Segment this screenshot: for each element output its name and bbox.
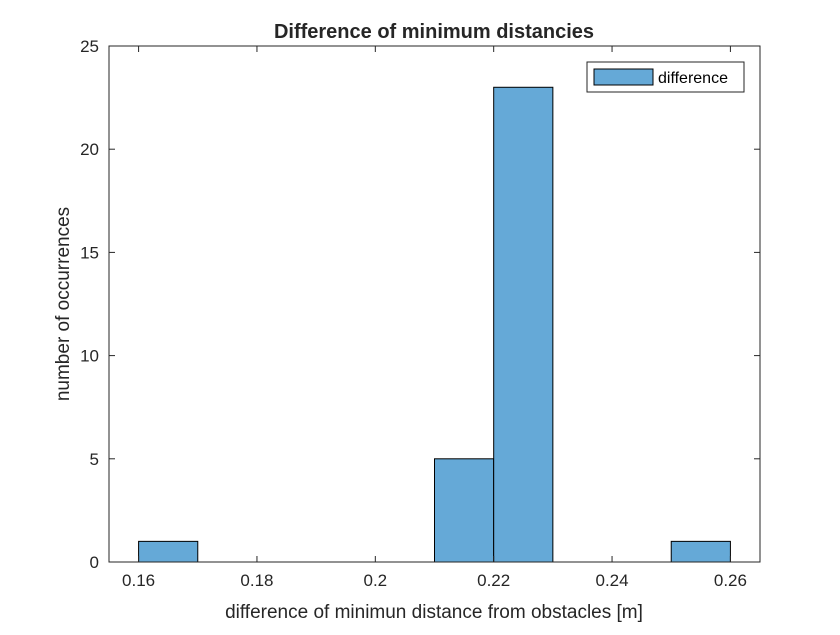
y-tick-label: 25	[80, 37, 99, 56]
y-tick-label: 15	[80, 243, 99, 262]
x-axis-ticks: 0.16 0.18 0.2 0.22 0.24 0.26	[122, 46, 747, 590]
bars	[138, 86, 731, 563]
legend-box	[586, 61, 745, 93]
y-axis-label: number of occurrences	[53, 207, 74, 401]
histogram-bar-5	[434, 458, 495, 563]
x-tick-label: 0.18	[240, 571, 273, 590]
y-tick-label: 0	[90, 553, 99, 572]
histogram-bar-9	[670, 540, 731, 563]
x-tick-label: 0.24	[595, 571, 628, 590]
x-tick-label: 0.2	[363, 571, 387, 590]
chart-title: Difference of minimum distancies	[274, 21, 594, 43]
y-tick-label: 10	[80, 347, 99, 366]
legend-label-difference: difference	[658, 70, 728, 87]
y-axis-ticks: 0 5 10 15 20 25	[80, 37, 760, 572]
x-tick-label: 0.16	[122, 571, 155, 590]
x-axis-label: difference of minimun distance from obst…	[225, 602, 643, 623]
y-tick-label: 20	[80, 140, 99, 159]
x-tick-label: 0.22	[477, 571, 510, 590]
x-tick-label: 0.26	[714, 571, 747, 590]
axes-frame	[108, 45, 761, 563]
legend-swatch	[593, 68, 654, 86]
y-tick-label: 5	[90, 450, 99, 469]
histogram-bar-6	[493, 86, 554, 563]
legend[interactable]: difference	[586, 61, 745, 93]
histogram-bar-0	[138, 540, 199, 563]
